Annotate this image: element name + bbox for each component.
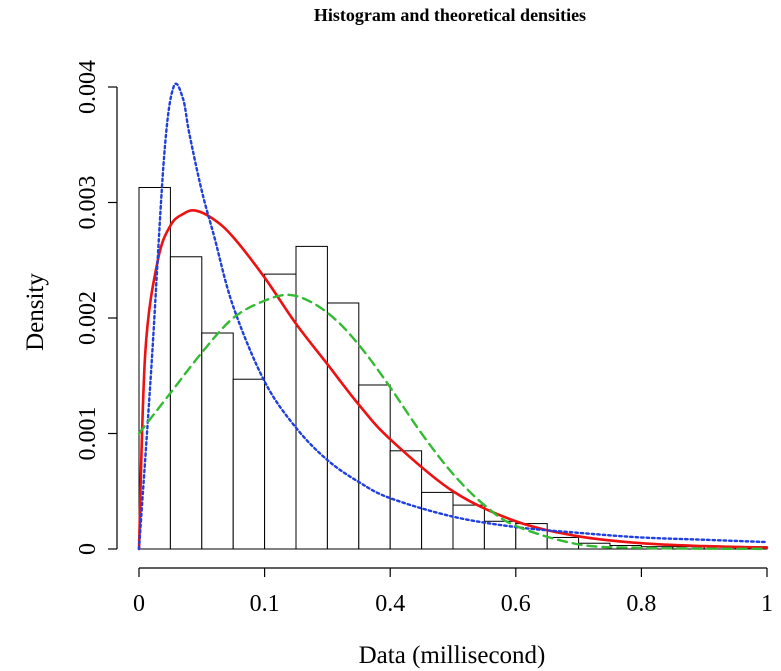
axes: 0 0.1 0.4 0.6 0.8 1 0 0.001 0.002 0.003 0.004 [75,60,773,617]
y-tick-label: 0.002 [75,291,101,345]
y-tick-label: 0.001 [75,407,101,461]
histogram-bars [138,186,768,550]
dashed-density-curve [137,293,769,551]
x-tick-label: 0 [133,591,145,617]
x-tick-label: 0.6 [501,591,531,617]
solid-density-curve [137,209,769,551]
chart-title: Histogram and theoretical densities [314,5,586,25]
histogram-bar-4 [232,378,266,550]
x-axis-label: Data (millisecond) [359,642,546,669]
histogram-bar-2 [169,256,203,550]
histogram-bar-7 [326,302,360,550]
density-curves [137,82,769,551]
x-tick-label: 0.4 [375,591,405,617]
histogram-bar-5 [264,273,297,550]
histogram-bar-6 [295,245,328,550]
dotted-density-curve [137,82,769,551]
histogram-bar-11 [452,504,485,550]
x-tick-label: 0.1 [250,591,280,617]
histogram-bar-3 [201,332,234,550]
histogram-bar-10 [421,491,454,550]
x-tick-label: 0.8 [626,591,656,617]
y-axis-label: Density [22,273,49,351]
y-tick-label: 0.004 [75,60,101,114]
y-tick-label: 0 [75,543,101,555]
x-tick-label: 1 [761,591,773,617]
y-tick-label: 0.003 [75,176,101,230]
